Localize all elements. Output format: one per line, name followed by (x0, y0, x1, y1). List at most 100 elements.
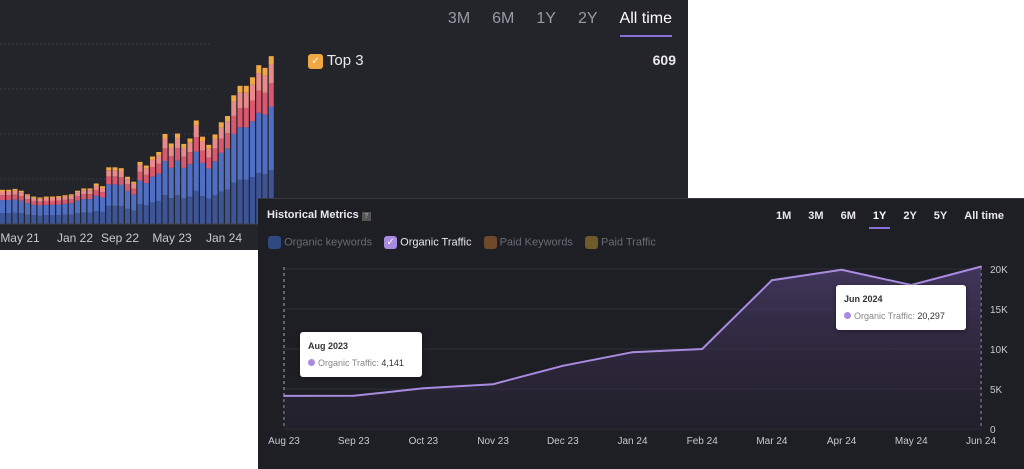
y-tick-label: 15K (990, 305, 1008, 316)
tab-1m[interactable]: 1M (776, 210, 792, 222)
bar-segment (31, 215, 37, 224)
bar-segment (37, 201, 43, 206)
bar-segment (106, 167, 112, 171)
bar-segment (81, 188, 87, 191)
bar-segment (181, 147, 187, 157)
bar-segment (218, 127, 224, 139)
bar-segment (50, 200, 55, 205)
bar-segment (187, 152, 193, 165)
bar-segment (125, 184, 130, 191)
tab-all-time[interactable]: All time (964, 210, 1004, 222)
bar-segment (106, 184, 112, 206)
bar-segment (143, 174, 149, 184)
bar-segment (6, 191, 12, 196)
bar-segment (156, 200, 162, 224)
bar-segment (150, 159, 155, 168)
bar-segment (50, 197, 55, 201)
bar-segment (237, 85, 243, 93)
data-point (631, 351, 634, 354)
x-tick-label: Sep 22 (101, 231, 139, 245)
bar-segment (200, 136, 205, 142)
tooltip-jun-2024: Jun 2024 Organic Traffic: 20,297 (836, 285, 966, 330)
bar-segment (43, 196, 49, 198)
bar-segment (212, 148, 218, 162)
bar-segment (206, 157, 212, 169)
bar-segment (150, 167, 155, 177)
bar-segment (137, 165, 143, 172)
bar-segment (193, 190, 199, 224)
bar-segment (50, 215, 55, 224)
bar-segment (62, 214, 68, 224)
y-tick-label: 10K (990, 345, 1008, 356)
bar-segment (100, 197, 105, 212)
bar-segment (256, 90, 262, 113)
tab-6m[interactable]: 6M (840, 210, 856, 222)
tab-3m[interactable]: 3M (808, 210, 824, 222)
bar-segment (262, 75, 268, 93)
bar-segment (156, 152, 162, 156)
bar-segment (193, 120, 199, 126)
checkbox-icon[interactable] (584, 236, 598, 249)
bar-segment (206, 198, 212, 224)
bar-segment (143, 205, 149, 224)
bar-segment (112, 176, 118, 185)
checkbox-icon[interactable] (483, 236, 497, 249)
bar-segment (237, 92, 243, 108)
tab-6m[interactable]: 6M (492, 10, 515, 27)
x-tick-label: Nov 23 (477, 436, 509, 447)
bar-segment (0, 200, 5, 214)
bar-segment (181, 167, 187, 199)
bar-segment (37, 198, 43, 202)
data-point (561, 364, 564, 367)
bar-segment (237, 179, 243, 224)
bar-segment (168, 198, 174, 224)
legend-label: Organic keywords (284, 236, 373, 249)
bar-segment (212, 195, 218, 224)
tab-2y[interactable]: 2Y (903, 210, 917, 222)
bar-segment (125, 208, 130, 224)
checkbox-check-icon[interactable]: ✓ (308, 53, 323, 69)
bar-segment (156, 155, 162, 164)
bar-segment (25, 214, 30, 224)
bar-segment (206, 168, 212, 199)
bar-segment (225, 121, 230, 134)
tab-1y[interactable]: 1Y (536, 10, 556, 27)
x-tick-label: Mar 24 (756, 436, 788, 447)
tab-3m[interactable]: 3M (447, 10, 471, 27)
checkbox-check-icon[interactable]: ✓ (384, 236, 398, 249)
legend-organic-keywords[interactable]: Organic keywords (268, 236, 372, 249)
data-point (422, 387, 425, 390)
legend-paid-traffic[interactable]: Paid Traffic (584, 236, 656, 249)
tab-5y[interactable]: 5Y (933, 210, 948, 222)
legend-top3[interactable]: ✓ Top 3 (308, 52, 364, 69)
legend-paid-keywords[interactable]: Paid Keywords (483, 236, 573, 249)
bar-segment (75, 200, 80, 214)
legend-organic-traffic[interactable]: ✓ Organic Traffic (384, 236, 472, 249)
bar-segment (87, 199, 93, 213)
tab-1y[interactable]: 1Y (868, 210, 891, 229)
checkbox-icon[interactable] (268, 236, 281, 249)
help-icon[interactable]: ? (361, 212, 371, 221)
bar-segment (162, 148, 168, 161)
data-point (770, 279, 773, 282)
range-tabs-bottom: 1M 3M 6M 1Y 2Y 5Y All time (759, 210, 1004, 229)
bar-segment (93, 195, 99, 212)
bar-segment (93, 185, 99, 190)
bar-segment (50, 204, 55, 216)
bar-segment (268, 64, 274, 84)
data-point (492, 383, 495, 386)
bar-segment (0, 213, 5, 224)
bar-segment (118, 184, 124, 207)
bar-segment (250, 84, 255, 101)
bar-segment (243, 127, 249, 180)
bar-segment (12, 199, 18, 213)
bar-segment (68, 203, 74, 215)
range-tabs-top: 3M 6M 1Y 2Y All time (426, 10, 673, 37)
bar-segment (68, 199, 74, 204)
tab-2y[interactable]: 2Y (577, 10, 598, 27)
x-tick-label: May 21 (0, 231, 40, 245)
bar-segment (25, 195, 30, 200)
x-tick-label: Feb 24 (687, 436, 719, 447)
tab-all-time[interactable]: All time (619, 10, 673, 37)
x-tick-label: Dec 23 (547, 436, 579, 447)
